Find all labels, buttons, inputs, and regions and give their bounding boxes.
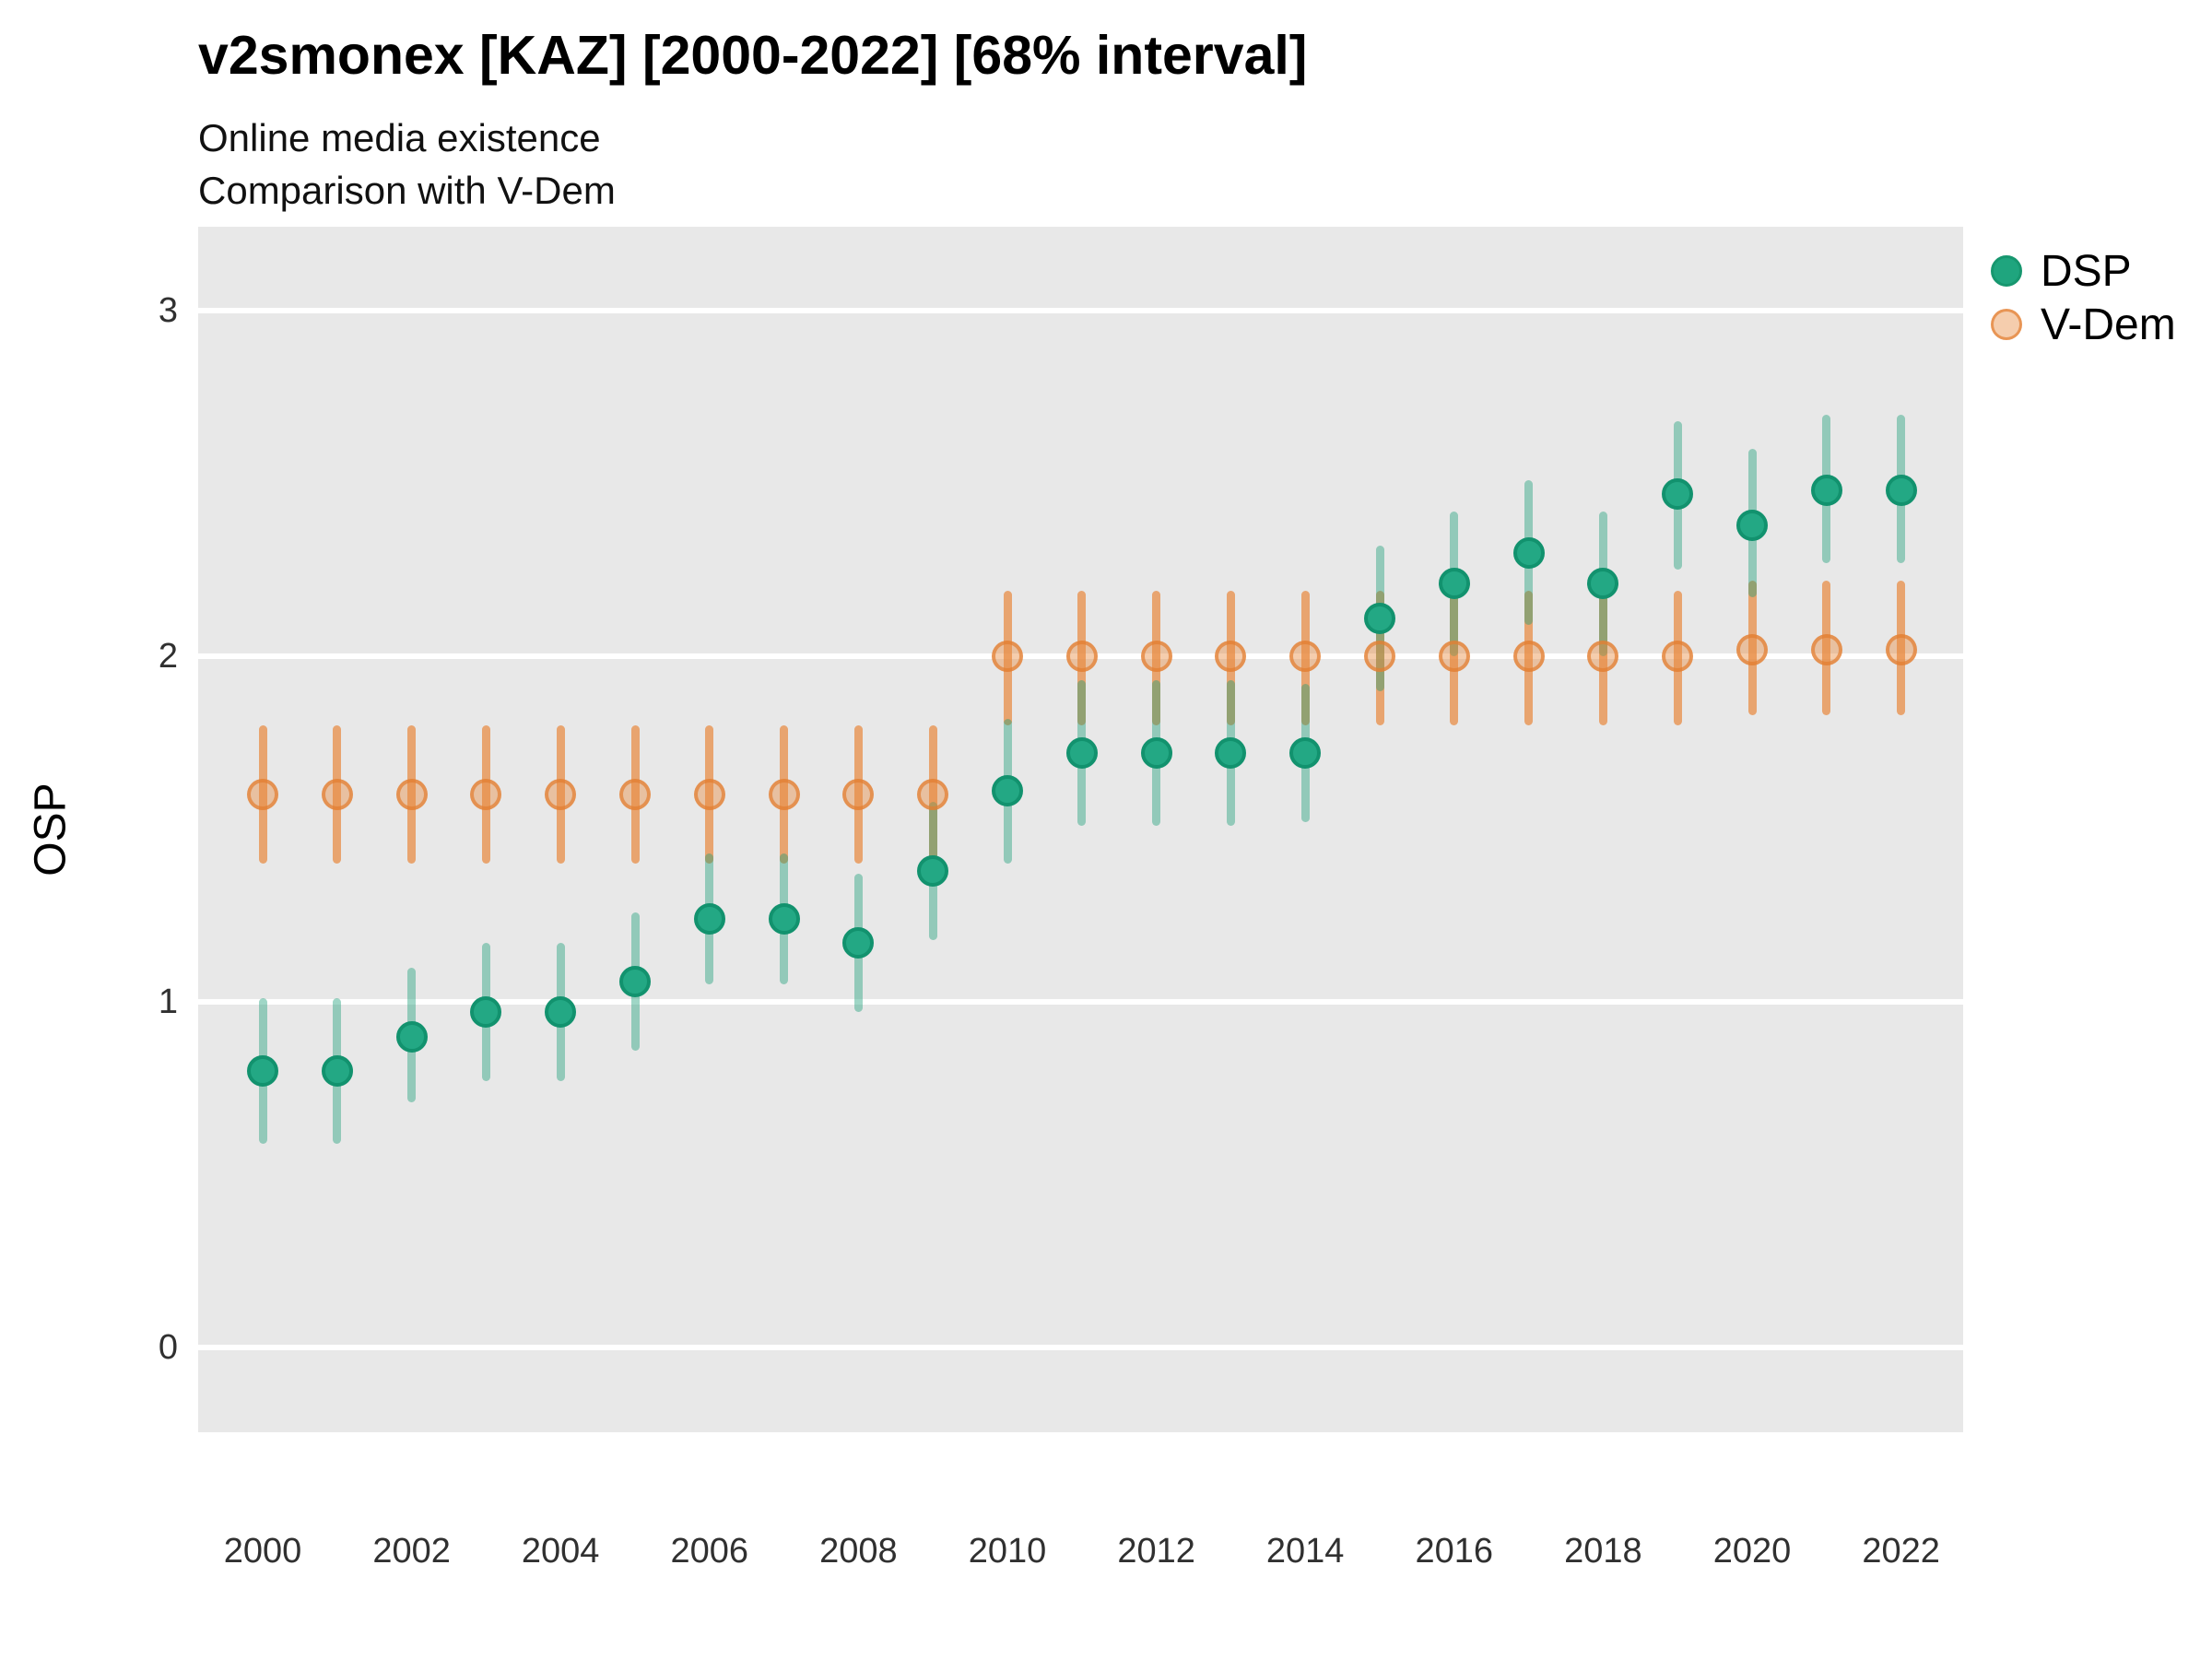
vdem-point-2018: [1587, 641, 1619, 672]
vdem-point-2019: [1662, 641, 1694, 672]
dsp-point-2011: [1065, 737, 1098, 769]
dsp-legend-label: DSP: [2041, 246, 2132, 296]
x-tick-label-2014: 2014: [1265, 1532, 1345, 1571]
x-tick-label-2012: 2012: [1117, 1532, 1195, 1571]
vdem-point-2022: [1885, 633, 1917, 665]
vdem-point-2017: [1512, 641, 1545, 672]
y-tick-label-2: 2: [158, 637, 178, 676]
legend-item-vdem: V-Dem: [1991, 300, 2176, 349]
gridline-y-1: [198, 999, 1963, 1005]
dsp-point-2018: [1587, 568, 1619, 600]
dsp-point-2009: [917, 854, 949, 887]
vdem-point-2004: [545, 779, 577, 810]
dsp-point-2006: [693, 903, 725, 935]
chart-subtitle-line2: Comparison with V-Dem: [198, 169, 616, 212]
x-tick-label-2016: 2016: [1415, 1532, 1494, 1571]
dsp-point-2005: [619, 965, 651, 997]
x-tick-label-2006: 2006: [670, 1532, 749, 1571]
y-tick-label-1: 1: [158, 982, 178, 1021]
y-tick-label-0: 0: [158, 1328, 178, 1367]
x-tick-label-2010: 2010: [968, 1532, 1047, 1571]
dsp-point-2020: [1736, 509, 1768, 541]
plot-panel: [198, 227, 1963, 1432]
x-tick-label-2008: 2008: [819, 1532, 898, 1571]
vdem-point-2016: [1438, 641, 1470, 672]
dsp-point-2001: [321, 1055, 353, 1087]
dsp-point-2004: [545, 996, 577, 1029]
vdem-point-2015: [1364, 641, 1395, 672]
dsp-point-2008: [842, 927, 875, 959]
vdem-point-2012: [1140, 641, 1172, 672]
dsp-point-2016: [1438, 568, 1470, 600]
vdem-point-2011: [1065, 641, 1098, 672]
dsp-point-2002: [395, 1020, 428, 1053]
dsp-point-2022: [1885, 475, 1917, 506]
vdem-point-2002: [395, 779, 428, 810]
x-tick-label-2022: 2022: [1862, 1532, 1940, 1571]
vdem-legend-label: V-Dem: [2041, 300, 2176, 349]
dsp-point-2014: [1289, 737, 1322, 769]
legend: DSP V-Dem: [1991, 247, 2176, 349]
dsp-point-2021: [1810, 475, 1842, 506]
vdem-point-2010: [992, 641, 1023, 672]
x-tick-label-2018: 2018: [1564, 1532, 1642, 1571]
dsp-point-2017: [1512, 536, 1545, 569]
dsp-point-2007: [768, 903, 800, 935]
vdem-point-2001: [321, 779, 353, 810]
x-tick-label-2000: 2000: [223, 1532, 302, 1571]
chart-title: v2smonex [KAZ] [2000-2022] [68% interval…: [198, 25, 1308, 86]
vdem-point-2005: [619, 779, 651, 810]
gridline-y-3: [198, 308, 1963, 313]
dsp-point-2012: [1140, 737, 1172, 769]
dsp-point-2015: [1364, 602, 1395, 634]
vdem-point-2003: [470, 779, 502, 810]
x-tick-label-2004: 2004: [521, 1532, 600, 1571]
dsp-point-2010: [992, 775, 1023, 807]
vdem-point-2000: [247, 779, 278, 810]
dsp-point-2013: [1215, 737, 1247, 769]
dsp-point-2000: [247, 1055, 278, 1087]
vdem-point-2008: [842, 779, 875, 810]
dsp-point-2003: [470, 996, 502, 1029]
vdem-point-2020: [1736, 633, 1768, 665]
gridline-y-0: [198, 1345, 1963, 1350]
dsp-point-2019: [1662, 477, 1694, 510]
legend-item-dsp: DSP: [1991, 247, 2176, 296]
vdem-point-2014: [1289, 641, 1322, 672]
x-tick-label-2002: 2002: [372, 1532, 451, 1571]
x-tick-label-2020: 2020: [1712, 1532, 1792, 1571]
vdem-point-2021: [1810, 633, 1842, 665]
y-tick-label-3: 3: [158, 291, 178, 330]
dsp-legend-dot-icon: [1991, 255, 2022, 287]
y-axis-title: OSP: [26, 782, 76, 877]
vdem-point-2006: [693, 779, 725, 810]
vdem-point-2007: [768, 779, 800, 810]
vdem-legend-dot-icon: [1991, 309, 2022, 340]
vdem-point-2009: [917, 779, 949, 810]
chart-subtitle-line1: Online media existence: [198, 116, 601, 159]
vdem-point-2013: [1215, 641, 1247, 672]
